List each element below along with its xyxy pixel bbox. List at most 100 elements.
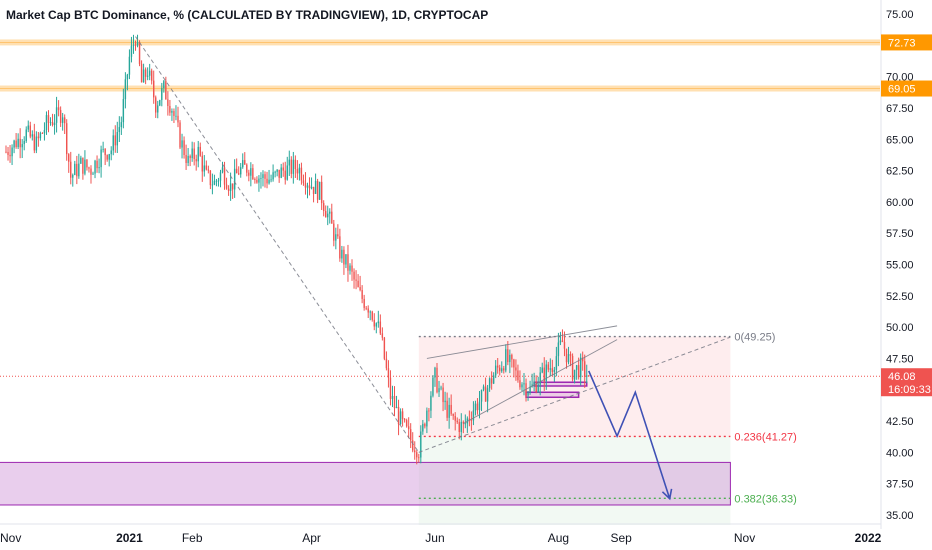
- candle-body: [177, 115, 179, 123]
- candle: [110, 146, 112, 161]
- candle: [98, 158, 100, 174]
- candle-body: [563, 341, 566, 349]
- candle-body: [298, 167, 301, 174]
- candle-body: [108, 154, 110, 160]
- candle: [74, 160, 76, 176]
- candle: [27, 120, 29, 133]
- candle-body: [92, 173, 94, 175]
- candle-body: [478, 401, 481, 411]
- candle-body: [403, 419, 406, 421]
- candle-body: [579, 357, 582, 378]
- candle: [112, 129, 114, 156]
- candle: [571, 353, 574, 382]
- candle-body: [460, 421, 462, 433]
- candle-body: [148, 70, 151, 76]
- candle: [61, 112, 64, 131]
- x-tick-label: 2021: [116, 531, 143, 545]
- candle-body: [124, 79, 127, 100]
- y-tick-label: 60.00: [886, 197, 914, 209]
- candle-body: [142, 69, 145, 83]
- candle: [262, 170, 264, 187]
- candle: [211, 173, 214, 195]
- candle-body: [274, 171, 276, 173]
- candle-body: [535, 382, 537, 392]
- candle: [31, 130, 34, 141]
- candle-body: [385, 358, 388, 369]
- candle-body: [405, 420, 408, 427]
- candle-body: [292, 159, 295, 174]
- candle: [503, 365, 505, 374]
- candle: [468, 410, 471, 427]
- candle: [65, 119, 68, 161]
- candle: [272, 164, 274, 182]
- candle-body: [39, 133, 42, 139]
- candle-body: [300, 167, 303, 181]
- candle: [264, 171, 266, 188]
- candle: [367, 305, 369, 319]
- candle: [577, 357, 580, 380]
- candle-body: [181, 140, 183, 148]
- candle: [333, 219, 335, 247]
- x-tick-label: Jun: [425, 531, 444, 545]
- candle: [80, 155, 82, 165]
- trendline-3: [463, 339, 618, 424]
- candle-body: [197, 146, 199, 162]
- candle-body: [219, 172, 222, 181]
- candle-body: [150, 70, 153, 81]
- candle: [579, 353, 582, 386]
- fib-label-0: 0(49.25): [734, 332, 775, 344]
- candle-body: [369, 311, 371, 313]
- candle: [365, 305, 367, 311]
- candle-body: [345, 254, 347, 265]
- candle: [339, 228, 341, 262]
- candle-body: [94, 160, 96, 174]
- candle: [19, 128, 21, 159]
- candle-body: [288, 159, 290, 166]
- candle: [331, 203, 333, 224]
- candle-body: [128, 56, 131, 75]
- candle: [403, 418, 406, 423]
- candle-body: [454, 415, 456, 421]
- candle: [244, 152, 246, 165]
- candle-body: [515, 367, 517, 371]
- candle-body: [448, 404, 450, 418]
- last-price-badge: [881, 368, 932, 397]
- candle-body: [209, 170, 212, 186]
- candle-body: [157, 105, 159, 113]
- drawings-layer: [135, 36, 731, 501]
- candle-body: [559, 340, 562, 343]
- candle: [474, 400, 477, 416]
- candle-body: [349, 265, 351, 271]
- candle: [21, 139, 23, 159]
- candle: [132, 34, 135, 54]
- candle-body: [472, 410, 475, 421]
- candle-body: [468, 418, 471, 421]
- candle-body: [122, 99, 125, 123]
- candle-body: [179, 122, 181, 148]
- candle-body: [363, 298, 365, 308]
- candle-body: [436, 367, 438, 393]
- candle: [373, 313, 375, 331]
- candle-body: [246, 164, 248, 173]
- candle: [561, 329, 564, 343]
- candle-body: [53, 122, 56, 125]
- candle-body: [70, 161, 72, 178]
- candle: [357, 274, 359, 288]
- candle: [142, 63, 145, 83]
- countdown-label: 16:09:33: [888, 384, 931, 396]
- candle: [432, 375, 434, 398]
- candle: [167, 91, 169, 116]
- candle: [171, 108, 173, 121]
- candle: [159, 99, 161, 107]
- demand-zone: [0, 461, 731, 506]
- projection-arrowhead: [661, 488, 673, 501]
- candle: [205, 160, 208, 171]
- candle-body: [25, 129, 27, 141]
- candle: [102, 141, 104, 153]
- candle: [557, 332, 560, 367]
- x-tick-label: Sep: [610, 531, 632, 545]
- candle-body: [112, 135, 114, 151]
- candle-body: [88, 167, 90, 169]
